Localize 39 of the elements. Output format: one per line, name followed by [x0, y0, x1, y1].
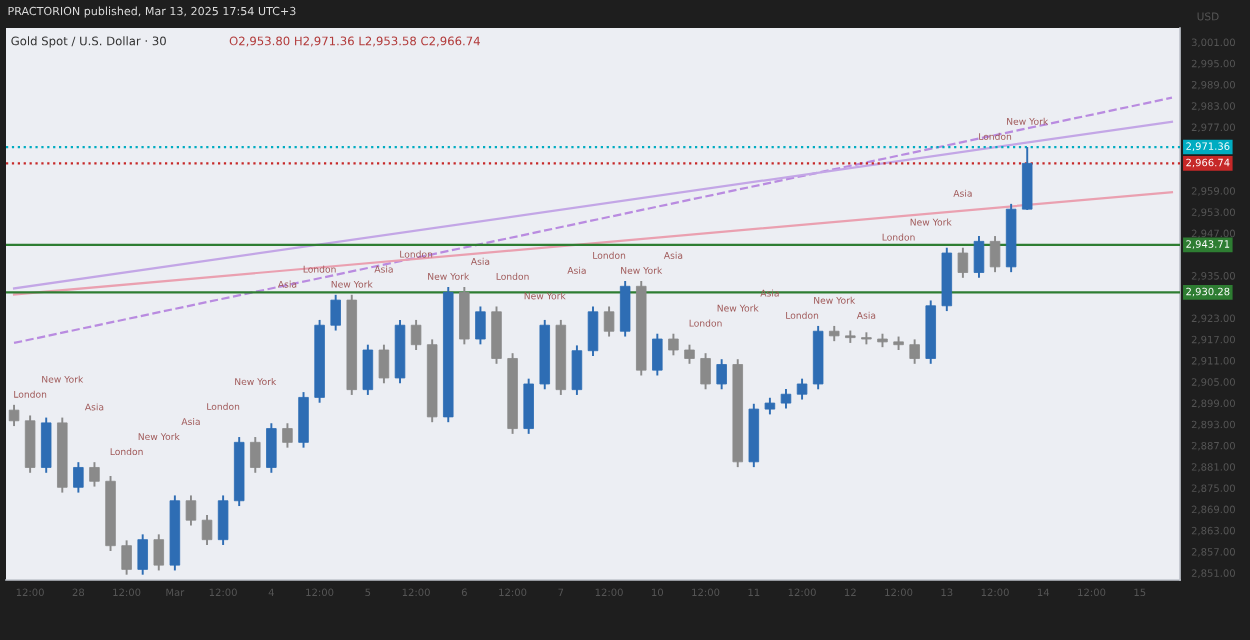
candlestick: [378, 343, 390, 385]
candlestick: [362, 343, 374, 396]
candlestick: [571, 344, 583, 396]
candlestick: [780, 387, 792, 410]
candlestick: [603, 305, 615, 338]
candlestick: [523, 377, 534, 435]
candlestick: [298, 391, 309, 449]
candlestick: [1021, 146, 1033, 211]
candlestick: [201, 513, 213, 546]
candlestick: [217, 494, 229, 546]
candlestick: [250, 436, 261, 474]
candlestick: [89, 461, 100, 488]
candlestick: [330, 293, 341, 332]
candlestick: [410, 318, 422, 351]
candlestick: [40, 416, 52, 474]
candlestick: [491, 305, 502, 365]
candlestick: [185, 494, 197, 527]
candlestick: [716, 358, 727, 391]
candlestick: [973, 235, 985, 279]
candlestick: [153, 533, 165, 572]
candlestick: [459, 286, 470, 346]
candlestick: [957, 246, 969, 279]
candlestick: [796, 377, 808, 401]
candlestick: [24, 414, 36, 474]
candlestick: [475, 305, 486, 346]
candlestick: [587, 305, 599, 357]
candlestick: [619, 280, 631, 338]
candlestick: [684, 343, 695, 365]
candlestick: [121, 539, 132, 576]
candlestick: [909, 338, 920, 365]
candlestick: [137, 533, 148, 576]
candlestick: [668, 332, 679, 357]
candlestick: [989, 235, 1001, 274]
candlestick: [73, 461, 84, 494]
candlestick: [282, 422, 293, 449]
candlestick: [266, 422, 277, 474]
candlestick: [652, 332, 663, 377]
candlestick: [700, 352, 711, 391]
candlestick: [8, 403, 20, 428]
